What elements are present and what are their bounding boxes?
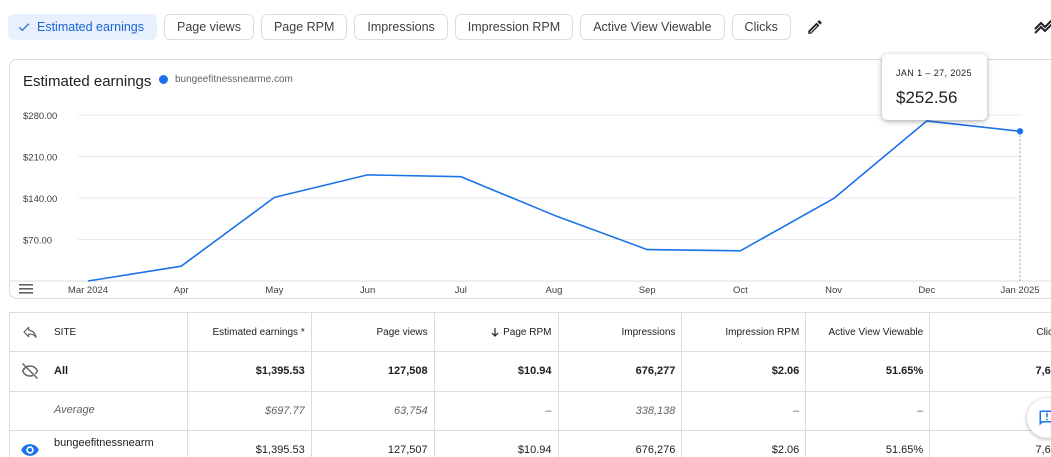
edit-metrics-pencil-icon[interactable] (804, 16, 826, 38)
x-tick-label: Oct (733, 285, 748, 296)
x-tick-label: Jun (360, 285, 375, 296)
chip-label: Page RPM (273, 20, 335, 34)
cell-impression-rpm: – (682, 391, 807, 430)
cell-page-rpm: $10.94 (435, 431, 559, 457)
site-cell: Average (10, 391, 188, 430)
x-tick-label: Aug (546, 285, 563, 296)
column-header-clicks[interactable]: Clicks (930, 313, 1051, 351)
site-name: Average (54, 404, 95, 417)
chip-page-rpm[interactable]: Page RPM (260, 14, 348, 40)
blank-icon-slot (20, 401, 40, 421)
trend-compare-icon[interactable] (1033, 16, 1051, 36)
back-arrow-icon[interactable] (20, 322, 40, 342)
feedback-icon (1039, 410, 1051, 426)
cell-impression-rpm: $2.06 (682, 431, 807, 457)
x-tick-label: Jul (455, 285, 467, 296)
site-name: All (54, 364, 69, 377)
site-column-header[interactable]: SITE (10, 313, 188, 351)
header-label: Clicks (1036, 326, 1051, 338)
cell-active-view-viewable: 51.65% (806, 352, 931, 391)
chip-estimated-earnings[interactable]: Estimated earnings (8, 14, 158, 40)
chip-active-view-viewable[interactable]: Active View Viewable (580, 14, 725, 40)
cell-impressions: 338,138 (559, 391, 683, 430)
x-tick-label: Dec (918, 285, 935, 296)
site-name[interactable]: bungeefitnessnearme.com (54, 437, 154, 450)
cell-estimated-earnings: $1,395.53 (188, 352, 312, 391)
y-tick-label: $280.00 (23, 111, 57, 122)
chart-tooltip: JAN 1 – 27, 2025 $252.56 (882, 54, 987, 120)
column-header-page-rpm[interactable]: Page RPM (435, 313, 559, 351)
x-tick-label: May (265, 285, 283, 296)
cell-page-views: 127,508 (312, 352, 435, 391)
header-label: Page RPM (503, 326, 552, 338)
chart-title: Estimated earnings (23, 73, 152, 90)
header-label: Page views (376, 326, 428, 338)
legend-dot (159, 75, 168, 84)
metric-chip-bar: Estimated earnings Page views Page RPM I… (8, 14, 826, 40)
chip-label: Impressions (367, 20, 435, 34)
chip-label: Impression RPM (467, 20, 561, 34)
column-header-impression-rpm[interactable]: Impression RPM (682, 313, 807, 351)
site-cell: bungeefitnessnearme.com (10, 431, 188, 457)
cell-clicks: 7,675 (1035, 444, 1051, 457)
column-header-active-view-viewable[interactable]: Active View Viewable (806, 313, 931, 351)
cell-estimated-earnings: $1,395.53 (188, 431, 312, 457)
cell-estimated-earnings: $697.77 (188, 391, 312, 430)
cell-page-views: 127,507 (312, 431, 435, 457)
tooltip-value: $252.56 (896, 88, 958, 107)
x-tick-label: Nov (825, 285, 842, 296)
site-cell: All (10, 352, 188, 391)
chart-legend: bungeefitnessnearme.com (159, 74, 293, 85)
y-tick-label: $140.00 (23, 194, 57, 205)
y-tick-label: $70.00 (23, 236, 52, 247)
header-label: Active View Viewable (828, 326, 924, 338)
column-header-page-views[interactable]: Page views (312, 313, 435, 351)
sites-table: SITE Estimated earnings * Page views Pag… (9, 312, 1051, 457)
chip-page-views[interactable]: Page views (164, 14, 254, 40)
chip-clicks[interactable]: Clicks (731, 14, 791, 40)
check-icon (18, 23, 30, 32)
cell-impressions: 676,277 (559, 352, 683, 391)
table-header-row: SITE Estimated earnings * Page views Pag… (10, 313, 1051, 352)
header-label: Impression RPM (725, 326, 800, 338)
y-tick-label: $210.00 (23, 153, 57, 164)
x-tick-label: Sep (639, 285, 656, 296)
x-tick-label: Apr (174, 285, 189, 296)
chart-menu-icon[interactable] (19, 284, 33, 294)
earnings-line-chart[interactable]: $70.00 $140.00 $210.00 $280.00 Mar 2024 Apr Ma… (10, 60, 1051, 299)
column-header-impressions[interactable]: Impressions (559, 313, 683, 351)
column-header-estimated-earnings[interactable]: Estimated earnings * (188, 313, 312, 351)
legend-label: bungeefitnessnearme.com (175, 74, 293, 85)
chip-label: Clicks (744, 20, 778, 34)
chip-label: Estimated earnings (37, 20, 145, 34)
cell-active-view-viewable: – (806, 391, 931, 430)
table-row-average: Average $697.77 63,754 – 338,138 – – 3,8 (10, 391, 1051, 431)
chip-label: Page views (177, 20, 241, 34)
earnings-chart-card: Estimated earnings bungeefitnessnearme.c… (9, 59, 1051, 299)
cell-page-rpm: – (435, 391, 559, 430)
header-label: SITE (54, 326, 77, 338)
table-row-total: All $1,395.53 127,508 $10.94 676,277 $2.… (10, 352, 1051, 392)
cell-page-rpm: $10.94 (435, 352, 559, 391)
table-row-site: bungeefitnessnearme.com $1,395.53 127,50… (10, 431, 1051, 457)
chip-label: Active View Viewable (593, 20, 712, 34)
highlighted-data-point (1016, 128, 1024, 135)
header-label: Estimated earnings * (212, 326, 305, 338)
series-line-bungeefitnessnearme.com (87, 120, 1021, 282)
sort-descending-arrow-icon (491, 328, 499, 337)
cell-impressions: 676,276 (559, 431, 683, 457)
cell-impression-rpm: $2.06 (682, 352, 807, 391)
visibility-icon[interactable] (20, 440, 40, 457)
visibility-off-icon[interactable] (20, 361, 40, 381)
tooltip-date-range: JAN 1 – 27, 2025 (896, 68, 972, 78)
cell-active-view-viewable: 51.65% (806, 431, 931, 457)
cell-clicks: 7,675 (1035, 365, 1051, 378)
cell-page-views: 63,754 (312, 391, 435, 430)
chip-impressions[interactable]: Impressions (354, 14, 448, 40)
chip-impression-rpm[interactable]: Impression RPM (454, 14, 574, 40)
x-tick-label: Mar 2024 (68, 285, 108, 296)
x-tick-label: Jan 2025 (1000, 285, 1039, 296)
header-label: Impressions (621, 326, 676, 338)
